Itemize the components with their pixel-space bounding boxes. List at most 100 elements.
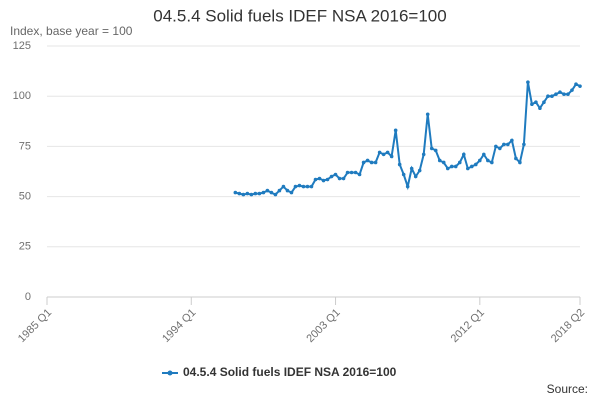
data-point xyxy=(457,160,462,165)
data-point xyxy=(506,142,510,147)
legend-marker xyxy=(167,370,173,376)
data-point xyxy=(249,192,254,197)
y-tick-label: 50 xyxy=(19,191,31,203)
data-point xyxy=(345,170,350,175)
data-point xyxy=(245,191,250,196)
data-point xyxy=(273,192,278,197)
data-point xyxy=(297,183,302,188)
y-tick-label: 0 xyxy=(25,291,31,303)
data-point xyxy=(237,191,242,196)
data-point xyxy=(494,144,498,149)
data-point xyxy=(409,166,414,171)
data-point xyxy=(482,152,486,157)
data-point xyxy=(261,190,266,195)
data-point xyxy=(405,184,410,189)
data-point xyxy=(514,156,518,161)
data-point xyxy=(265,188,270,193)
data-point xyxy=(522,142,526,147)
data-point xyxy=(465,166,470,171)
data-point xyxy=(233,190,238,195)
data-point xyxy=(449,164,454,169)
x-tick-label: 1985 Q1 xyxy=(16,307,54,345)
data-point xyxy=(413,174,418,179)
data-point xyxy=(293,184,298,189)
data-point xyxy=(397,162,402,167)
data-point xyxy=(393,128,398,133)
data-point xyxy=(329,174,334,179)
data-point xyxy=(257,191,262,196)
data-point xyxy=(562,92,566,96)
data-point xyxy=(285,188,290,193)
data-point xyxy=(510,138,514,143)
data-point xyxy=(566,92,570,96)
legend-label: 04.5.4 Solid fuels IDEF NSA 2016=100 xyxy=(183,365,397,379)
data-point xyxy=(333,172,338,177)
data-point xyxy=(369,160,374,165)
data-point xyxy=(357,172,362,177)
data-point xyxy=(478,158,482,163)
x-tick-label: 2012 Q1 xyxy=(449,307,487,345)
data-point xyxy=(421,152,426,157)
data-point xyxy=(277,188,282,193)
data-point xyxy=(518,160,522,165)
data-point xyxy=(417,168,422,173)
data-point xyxy=(554,92,558,96)
data-point xyxy=(381,152,386,157)
data-point xyxy=(486,158,490,163)
data-point xyxy=(538,106,542,111)
x-tick-label: 2003 Q1 xyxy=(304,307,342,345)
data-point xyxy=(401,172,406,177)
data-point xyxy=(453,164,458,169)
data-point xyxy=(313,177,318,182)
data-point xyxy=(542,100,546,105)
data-point xyxy=(578,84,582,88)
data-point xyxy=(437,158,442,163)
data-point xyxy=(445,166,450,171)
data-point xyxy=(502,142,506,147)
x-tick-label: 1994 Q1 xyxy=(160,307,198,345)
y-tick-label: 100 xyxy=(13,90,31,102)
data-point xyxy=(433,148,438,153)
data-point xyxy=(498,146,502,151)
data-point xyxy=(353,170,358,175)
data-point xyxy=(429,146,434,151)
data-point xyxy=(341,176,346,181)
data-point xyxy=(425,112,430,117)
data-point xyxy=(325,177,330,182)
data-point xyxy=(534,100,538,105)
series-line xyxy=(235,81,581,196)
data-point xyxy=(550,94,554,98)
data-point xyxy=(441,160,446,165)
y-tick-label: 125 xyxy=(13,40,31,52)
data-point xyxy=(373,160,378,165)
chart-title: 04.5.4 Solid fuels IDEF NSA 2016=100 xyxy=(153,6,446,25)
data-point xyxy=(385,150,390,155)
y-tick-label: 25 xyxy=(19,241,31,253)
data-point xyxy=(361,160,366,165)
source: Source: xyxy=(547,382,588,396)
data-point xyxy=(321,178,326,183)
data-point xyxy=(526,80,530,84)
data-point xyxy=(461,152,466,157)
y-tick-label: 75 xyxy=(19,140,31,152)
data-point xyxy=(474,162,478,167)
data-point xyxy=(558,90,562,94)
data-point xyxy=(317,176,322,181)
data-point xyxy=(309,184,314,189)
data-point xyxy=(349,170,354,175)
data-point xyxy=(301,184,306,189)
data-point xyxy=(490,160,494,165)
data-point xyxy=(337,176,342,181)
data-point xyxy=(289,190,294,195)
data-point xyxy=(281,184,286,189)
data-point xyxy=(570,88,574,92)
y-axis-title: Index, base year = 100 xyxy=(10,24,133,38)
data-point xyxy=(241,192,246,197)
data-point xyxy=(253,191,258,196)
data-point xyxy=(269,190,274,195)
data-point xyxy=(574,82,578,86)
data-point xyxy=(530,102,534,107)
data-point xyxy=(305,184,310,189)
